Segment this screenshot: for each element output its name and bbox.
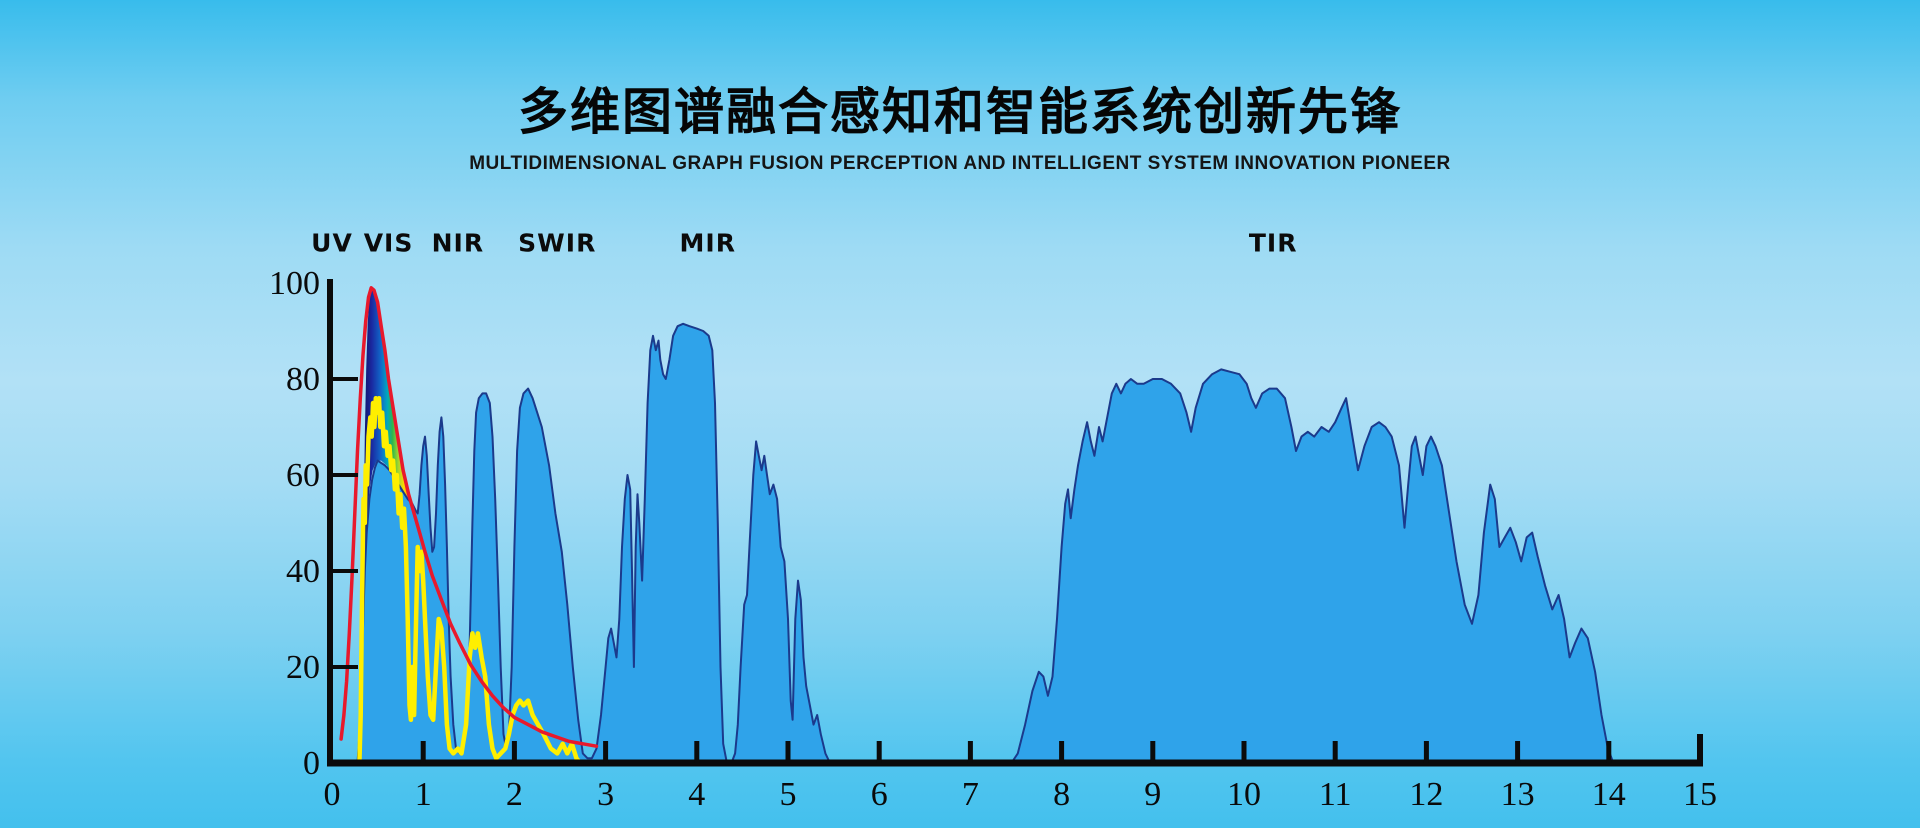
y-tick-label: 20 (286, 648, 320, 686)
band-label-uv: UV (311, 228, 353, 258)
x-tick-label: 1 (414, 776, 432, 813)
solar-irradiance-curve (357, 395, 583, 766)
x-tick-label: 5 (779, 776, 797, 813)
y-tick-label: 60 (286, 456, 320, 494)
band-label-tir: TIR (1248, 228, 1298, 258)
x-tick-label: 11 (1318, 776, 1352, 813)
x-tick-label: 4 (688, 776, 706, 813)
page-subtitle: MULTIDIMENSIONAL GRAPH FUSION PERCEPTION… (469, 153, 1451, 174)
band-label-mir: MIR (679, 228, 736, 258)
y-tick-label: 0 (303, 744, 320, 782)
band-label-nir: NIR (431, 228, 485, 258)
blackbody-curve (339, 286, 599, 748)
x-tick-label: 6 (870, 776, 888, 813)
atmospheric-transmission-area (356, 322, 1615, 764)
band-label-vis: VIS (363, 228, 414, 258)
x-tick-label: 10 (1227, 776, 1261, 813)
y-tick-label: 80 (286, 360, 320, 398)
x-tick-label: 0 (323, 776, 341, 813)
x-tick-label: 15 (1683, 776, 1717, 813)
x-tick-label: 9 (1144, 776, 1162, 813)
x-tick-label: 3 (597, 776, 615, 813)
x-tick-label: 7 (961, 776, 979, 813)
y-tick-label: 100 (269, 264, 320, 302)
x-tick-label: 2 (505, 776, 523, 813)
y-tick-label: 40 (286, 552, 320, 590)
x-tick-label: 12 (1409, 776, 1444, 813)
x-tick-label: 8 (1053, 776, 1071, 813)
band-label-swir: SWIR (518, 228, 597, 258)
page-title: 多维图谱融合感知和智能系统创新先锋 (518, 83, 1402, 141)
x-tick-label: 14 (1591, 776, 1626, 813)
x-tick-label: 13 (1500, 776, 1535, 813)
